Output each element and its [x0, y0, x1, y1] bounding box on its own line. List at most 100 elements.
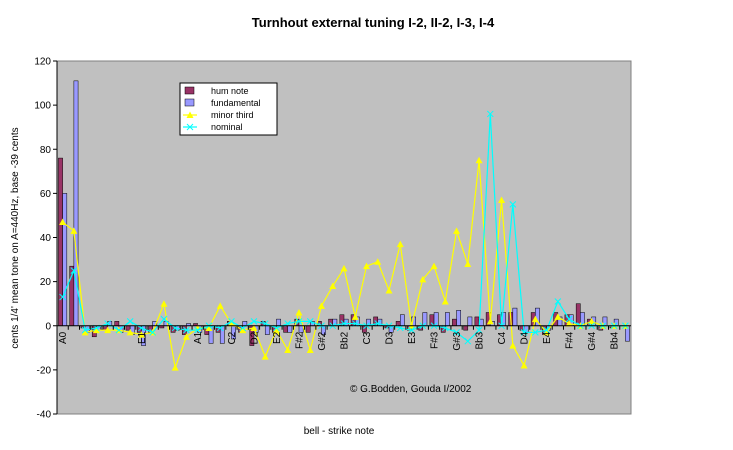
marker-minor-third-D#1 — [126, 328, 134, 336]
marker-minor-third-E2 — [272, 326, 280, 334]
legend-label-nominal: nominal — [211, 122, 243, 132]
marker-minor-third-G#2 — [317, 302, 325, 309]
marker-nominal-G#3 — [453, 329, 460, 336]
bar-fundamental-E2 — [276, 318, 281, 327]
legend-label-hum-note: hum note — [211, 86, 249, 96]
y-tick-label-80: 80 — [40, 145, 52, 156]
marker-nominal-F4 — [554, 298, 562, 305]
marker-minor-third-D#2 — [261, 353, 269, 360]
marker-minor-third-A3 — [464, 260, 472, 267]
y-tick-label--40: -40 — [37, 410, 52, 421]
legend-label-fundamental: fundamental — [211, 98, 261, 108]
marker-minor-third-B2 — [351, 313, 359, 320]
bar-fundamental-C#4 — [512, 307, 518, 327]
copyright-annotation: © G.Bodden, Gouda I/2002 — [350, 384, 472, 395]
marker-nominal-D#4 — [531, 329, 539, 336]
marker-nominal-C2 — [228, 317, 235, 325]
marker-minor-third-C#1 — [104, 326, 112, 334]
marker-minor-third-B1 — [216, 302, 224, 309]
bar-fundamental-F#2 — [298, 325, 304, 333]
marker-minor-third-C#4 — [509, 342, 517, 349]
marker-nominal-G2 — [306, 317, 314, 325]
x-tick-label-E3: E3 — [407, 331, 418, 344]
legend-swatch-hum-note — [184, 86, 195, 95]
legend-marker-minor-third — [186, 111, 194, 118]
bar-hum-note-A0 — [58, 157, 63, 326]
y-tick-label-20: 20 — [40, 277, 52, 288]
marker-minor-third-A#0 — [70, 227, 78, 234]
marker-nominal-F#2 — [295, 317, 303, 325]
marker-minor-third-G3 — [441, 297, 449, 305]
bar-hum-note-F2 — [283, 325, 288, 333]
marker-minor-third-G#3 — [453, 227, 461, 234]
bar-fundamental-D#3 — [400, 314, 405, 327]
chart-title: Turnhout external tuning I-2, II-2, I-3,… — [252, 15, 495, 30]
marker-minor-third-D#3 — [396, 240, 404, 248]
legend-label-minor-third: minor third — [211, 110, 254, 120]
marker-minor-third-G#4 — [588, 317, 596, 325]
x-tick-label-Bb4: Bb4 — [610, 331, 621, 349]
marker-nominal-B3 — [486, 110, 494, 118]
x-tick-label-E4: E4 — [542, 331, 553, 344]
y-axis-title: cents 1/4' mean tone on A=440Hz, base -3… — [10, 127, 21, 348]
y-tick-label-40: 40 — [40, 233, 52, 244]
y-tick-label--20: -20 — [37, 365, 52, 376]
x-tick-label-E2: E2 — [272, 331, 283, 344]
marker-nominal-B0 — [81, 326, 89, 334]
marker-nominal-E3 — [408, 326, 415, 334]
marker-minor-third-C#3 — [374, 258, 382, 265]
bar-fundamental-A0 — [62, 193, 68, 327]
x-tick-label-C3: C3 — [362, 331, 373, 344]
x-tick-label-Bb2: Bb2 — [340, 331, 351, 349]
marker-minor-third-G1 — [171, 364, 179, 371]
marker-minor-third-E4 — [543, 328, 551, 336]
y-tick-label-120: 120 — [34, 57, 51, 68]
x-tick-label-F#4: F#4 — [565, 331, 576, 349]
marker-minor-third-B3 — [486, 317, 494, 325]
marker-minor-third-B0 — [81, 328, 89, 336]
marker-minor-third-C#2 — [239, 326, 247, 334]
marker-minor-third-F#3 — [430, 262, 438, 270]
marker-minor-third-D#4 — [531, 315, 539, 323]
x-tick-label-C2: C2 — [227, 331, 238, 344]
x-tick-label-D2: D2 — [249, 331, 260, 344]
x-tick-label-D4: D4 — [520, 331, 531, 344]
bar-fundamental-D#2 — [264, 325, 270, 335]
bar-fundamental-C#2 — [242, 321, 248, 326]
x-tick-label-G#3: G#3 — [452, 331, 463, 350]
marker-nominal-E4 — [543, 326, 550, 334]
marker-minor-third-D2 — [250, 324, 258, 331]
marker-nominal-C#4 — [509, 201, 517, 208]
marker-minor-third-D4 — [520, 361, 528, 369]
x-tick-label-F#3: F#3 — [430, 331, 441, 349]
marker-minor-third-F#1 — [160, 300, 168, 307]
marker-nominal-A0 — [59, 293, 66, 301]
y-tick-label-100: 100 — [34, 101, 51, 112]
marker-minor-third-G2 — [306, 346, 314, 354]
bar-fundamental-G#3 — [456, 310, 461, 326]
marker-nominal-F#1 — [160, 315, 168, 323]
marker-minor-third-C1 — [92, 326, 100, 334]
marker-minor-third-F2 — [284, 346, 292, 354]
x-axis-title: bell - strike note — [304, 426, 375, 437]
marker-nominal-G#1 — [183, 326, 190, 334]
y-tick-label-60: 60 — [40, 189, 52, 200]
bar-fundamental-F2 — [287, 325, 293, 333]
marker-nominal-D1 — [115, 326, 123, 334]
bar-hum-note-G#3 — [452, 318, 457, 327]
marker-minor-third-F4 — [554, 313, 562, 320]
x-tick-label-G#4: G#4 — [587, 331, 598, 350]
marker-nominal-A3 — [464, 337, 472, 345]
bar-hum-note-A3 — [463, 325, 469, 331]
x-tick-label-F#2: F#2 — [294, 331, 305, 349]
marker-minor-third-A0 — [59, 218, 67, 226]
marker-minor-third-C2 — [227, 320, 235, 327]
x-tick-label-A0: A0 — [58, 331, 69, 344]
x-tick-label-C4: C4 — [497, 331, 508, 344]
bar-hum-note-A#3 — [474, 316, 480, 326]
x-tick-label-G#2: G#2 — [317, 331, 328, 350]
bar-hum-note-G4 — [575, 303, 581, 327]
marker-minor-third-A2 — [329, 282, 337, 290]
marker-nominal-A#0 — [70, 267, 78, 274]
